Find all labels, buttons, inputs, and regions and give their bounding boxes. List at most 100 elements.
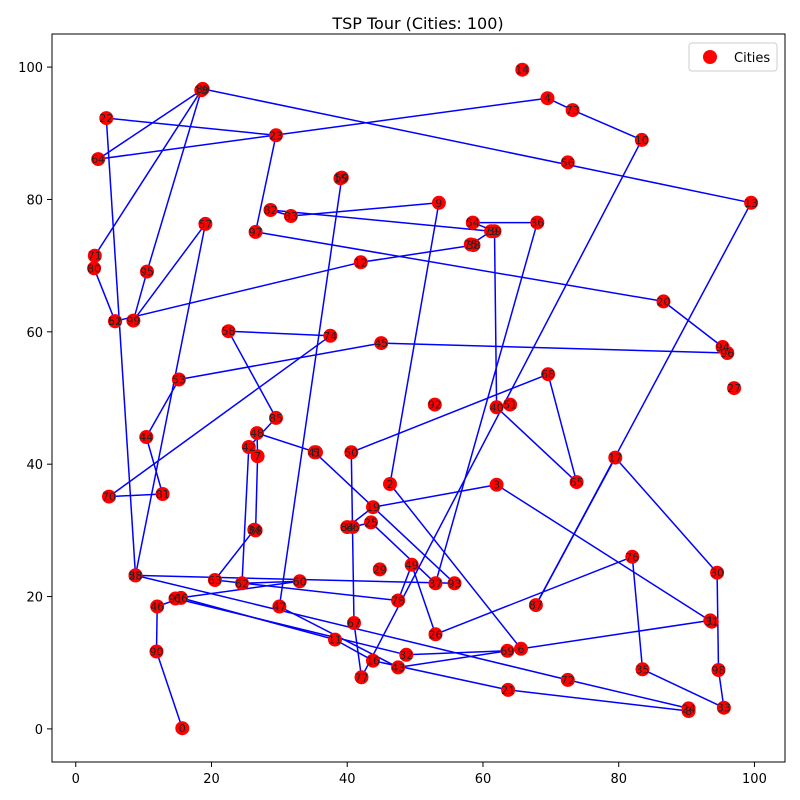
city-label-7: 7 <box>254 450 261 463</box>
tour-segment-60 <box>631 556 644 670</box>
tour-segment-55 <box>535 457 616 606</box>
city-label-79: 79 <box>484 225 498 238</box>
city-marker-54 <box>465 215 480 230</box>
city-label-89: 89 <box>196 83 210 96</box>
city-marker-43 <box>391 660 406 675</box>
city-marker-71 <box>87 248 102 263</box>
city-marker-61 <box>108 314 123 329</box>
city-label-63: 63 <box>208 574 222 587</box>
tour-segment-18 <box>145 379 180 438</box>
city-marker-68 <box>541 367 556 382</box>
tour-segment-56 <box>614 457 718 574</box>
city-label-88: 88 <box>249 524 263 537</box>
city-label-36: 36 <box>530 217 544 230</box>
city-marker-10 <box>634 132 649 147</box>
city-label-41: 41 <box>308 446 322 459</box>
city-label-30: 30 <box>710 567 724 580</box>
city-marker-76 <box>625 549 640 564</box>
tour-segment-27 <box>175 580 300 600</box>
city-marker-14 <box>515 62 530 77</box>
city-label-31: 31 <box>705 616 719 629</box>
city-label-62: 62 <box>235 577 249 590</box>
city-marker-85 <box>269 410 283 425</box>
city-label-83: 83 <box>284 210 298 223</box>
city-label-3: 3 <box>493 479 500 492</box>
city-marker-89 <box>195 81 210 96</box>
tour-segment-45 <box>350 452 355 624</box>
y-tick-label-80: 80 <box>26 193 43 208</box>
city-marker-53 <box>171 372 186 387</box>
city-marker-51 <box>503 397 518 412</box>
city-marker-35 <box>635 662 650 677</box>
tour-segment-76 <box>146 90 203 272</box>
city-label-87: 87 <box>529 599 543 612</box>
city-marker-69 <box>500 643 515 658</box>
city-label-6: 6 <box>518 643 525 656</box>
x-tick-label-40: 40 <box>339 772 356 787</box>
tour-segment-23 <box>227 330 277 419</box>
city-label-17: 17 <box>608 452 622 465</box>
tour-segment-85 <box>270 209 492 232</box>
tour-segment-92 <box>278 177 343 607</box>
tour-segment-19 <box>145 436 164 495</box>
city-label-24: 24 <box>682 702 696 715</box>
city-label-46: 46 <box>150 601 164 614</box>
tour-segment-14 <box>663 300 724 348</box>
city-marker-79 <box>484 224 499 239</box>
city-marker-74 <box>323 328 338 343</box>
tour-segment-44 <box>351 373 549 453</box>
tour-segment-32 <box>496 484 713 623</box>
city-label-55: 55 <box>129 569 143 582</box>
city-marker-0 <box>175 721 190 736</box>
city-label-45: 45 <box>374 337 388 350</box>
y-tick-label-60: 60 <box>26 326 43 341</box>
city-marker-55 <box>128 568 143 583</box>
city-marker-67 <box>347 616 361 630</box>
city-marker-16 <box>366 653 380 668</box>
city-label-19: 19 <box>366 501 380 514</box>
city-marker-77 <box>354 670 369 685</box>
city-label-73: 73 <box>566 104 580 117</box>
city-marker-3 <box>489 477 504 492</box>
tour-segment-37 <box>370 521 437 584</box>
city-label-58: 58 <box>222 325 236 338</box>
city-label-4: 4 <box>544 92 551 105</box>
city-label-37: 37 <box>429 577 443 590</box>
city-marker-64 <box>91 152 106 167</box>
city-marker-33 <box>716 700 731 715</box>
city-marker-60 <box>292 574 307 589</box>
tour-segment-28 <box>175 597 407 656</box>
city-marker-75 <box>463 237 478 252</box>
city-marker-9 <box>431 195 446 210</box>
city-marker-81 <box>155 487 170 501</box>
city-marker-99 <box>126 313 141 328</box>
legend: Cities <box>688 42 778 72</box>
city-marker-97 <box>248 224 263 239</box>
city-label-78: 78 <box>391 595 405 608</box>
city-label-1: 1 <box>707 614 714 627</box>
tour-segment-46 <box>353 622 363 678</box>
city-marker-50 <box>344 445 359 460</box>
city-label-68: 68 <box>541 368 555 381</box>
tour-segment-30 <box>507 619 711 652</box>
city-marker-65 <box>569 475 584 490</box>
city-label-92: 92 <box>428 399 442 412</box>
city-label-21: 21 <box>501 684 515 697</box>
city-label-16: 16 <box>366 655 380 668</box>
city-label-5: 5 <box>313 446 320 459</box>
city-label-23: 23 <box>269 129 283 142</box>
city-label-95: 95 <box>140 266 154 279</box>
tour-segment-87 <box>290 202 439 217</box>
tour-segment-20 <box>108 493 163 498</box>
city-label-77: 77 <box>355 671 369 684</box>
tour-segment-25 <box>241 446 250 584</box>
city-marker-72 <box>560 672 575 687</box>
city-label-98: 98 <box>712 664 726 677</box>
city-label-44: 44 <box>139 431 153 444</box>
tour-segment-79 <box>93 268 116 322</box>
city-label-71: 71 <box>88 250 102 263</box>
city-marker-59 <box>334 170 349 185</box>
tour-segment-50 <box>98 97 548 160</box>
city-label-29: 29 <box>373 563 387 576</box>
